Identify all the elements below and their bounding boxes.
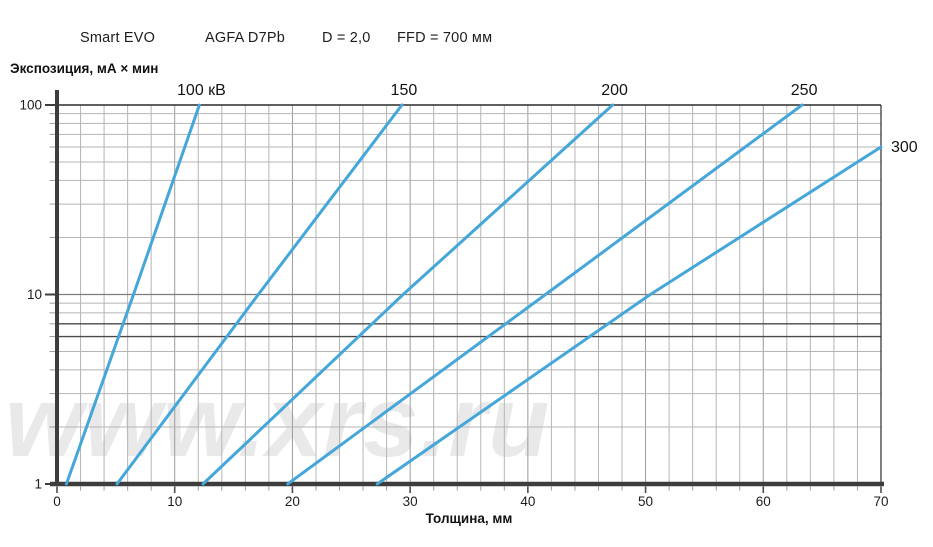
x-tick-label: 20 — [285, 494, 300, 509]
x-tick-label: 30 — [403, 494, 418, 509]
y-tick-label: 100 — [19, 98, 42, 113]
curve-250 — [286, 103, 804, 486]
curve-label-250: 250 — [791, 82, 818, 99]
x-tick-label: 70 — [873, 494, 888, 509]
film-type-label: AGFA D7Pb — [205, 30, 285, 46]
y-tick-label: 1 — [34, 477, 42, 492]
curve-label-100-кВ: 100 кВ — [177, 82, 226, 99]
x-axis-title: Толщина, мм — [425, 511, 513, 526]
curve-300 — [375, 145, 883, 486]
curve-label-150: 150 — [391, 82, 418, 99]
y-axis-title: Экспозиция, мА × мин — [10, 61, 159, 76]
x-tick-label: 40 — [520, 494, 535, 509]
curve-label-200: 200 — [601, 82, 628, 99]
x-tick-label: 0 — [53, 494, 61, 509]
curve-150 — [115, 103, 404, 486]
watermark: www.xrs.ru — [5, 366, 551, 478]
density-label: D = 2,0 — [322, 30, 371, 46]
y-tick-label: 10 — [27, 287, 42, 302]
x-tick-label: 10 — [167, 494, 182, 509]
x-tick-label: 50 — [638, 494, 653, 509]
curve-label-300: 300 — [891, 139, 918, 156]
ffd-label: FFD = 700 мм — [397, 30, 493, 46]
curve-200 — [201, 103, 615, 486]
curve-100-кВ — [64, 103, 201, 486]
device-name-label: Smart EVO — [80, 30, 156, 46]
x-tick-label: 60 — [756, 494, 771, 509]
